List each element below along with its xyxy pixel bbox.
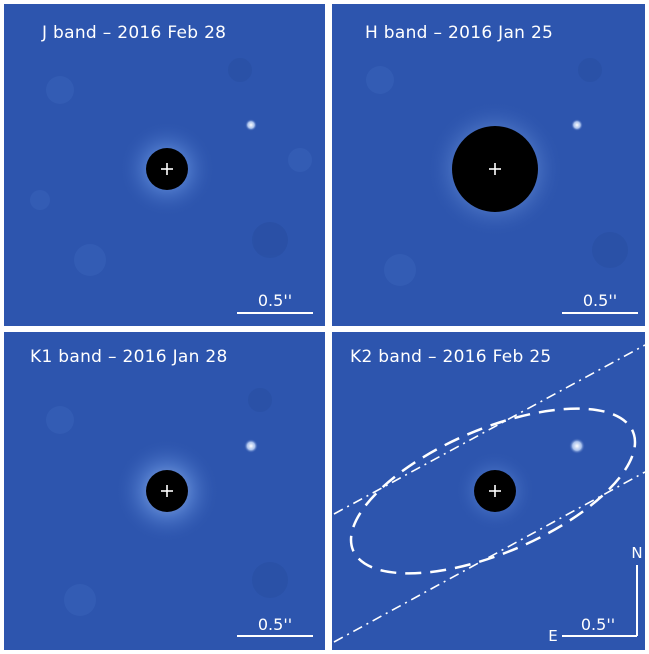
panel-k1-star-marker bbox=[161, 485, 173, 497]
panel-k2-dashdot-lower bbox=[333, 471, 646, 643]
panel-k1-title: K1 band – 2016 Jan 28 bbox=[30, 347, 228, 367]
panel-j-title: J band – 2016 Feb 28 bbox=[41, 23, 226, 43]
panel-j-star-marker bbox=[161, 163, 173, 175]
panel-j-companion bbox=[245, 119, 257, 131]
panel-h-scale-label: 0.5'' bbox=[583, 291, 617, 310]
panel-h-title: H band – 2016 Jan 25 bbox=[365, 23, 553, 43]
panel-k1-speckle bbox=[46, 388, 288, 616]
panel-k2-title: K2 band – 2016 Feb 25 bbox=[350, 347, 552, 367]
panel-k2-dashdot-upper bbox=[333, 344, 646, 515]
panel-k2-compass-east: E bbox=[548, 627, 557, 645]
panel-k1-companion bbox=[244, 439, 258, 453]
panel-k1-scale-label: 0.5'' bbox=[258, 615, 292, 634]
panel-j-scale-label: 0.5'' bbox=[258, 291, 292, 310]
panel-j-speckle bbox=[30, 58, 312, 276]
panel-k2-companion bbox=[569, 438, 585, 454]
panel-j-band: J band – 2016 Feb 28 0.5'' bbox=[4, 4, 325, 326]
panel-k2-band: K2 band – 2016 Feb 25 N 0.5'' E bbox=[332, 332, 646, 650]
panel-k2-compass-north: N bbox=[631, 544, 642, 562]
panel-h-companion bbox=[571, 119, 583, 131]
panel-h-star-marker bbox=[489, 163, 501, 175]
panel-h-speckle bbox=[366, 58, 628, 286]
panel-k2-dashed-ellipse bbox=[349, 407, 637, 575]
panel-k2-star-marker bbox=[489, 485, 501, 497]
panel-k1-band: K1 band – 2016 Jan 28 0.5'' bbox=[4, 332, 325, 650]
panel-h-band: H band – 2016 Jan 25 0.5'' bbox=[332, 4, 645, 326]
panel-k2-scale-label: 0.5'' bbox=[581, 615, 615, 634]
